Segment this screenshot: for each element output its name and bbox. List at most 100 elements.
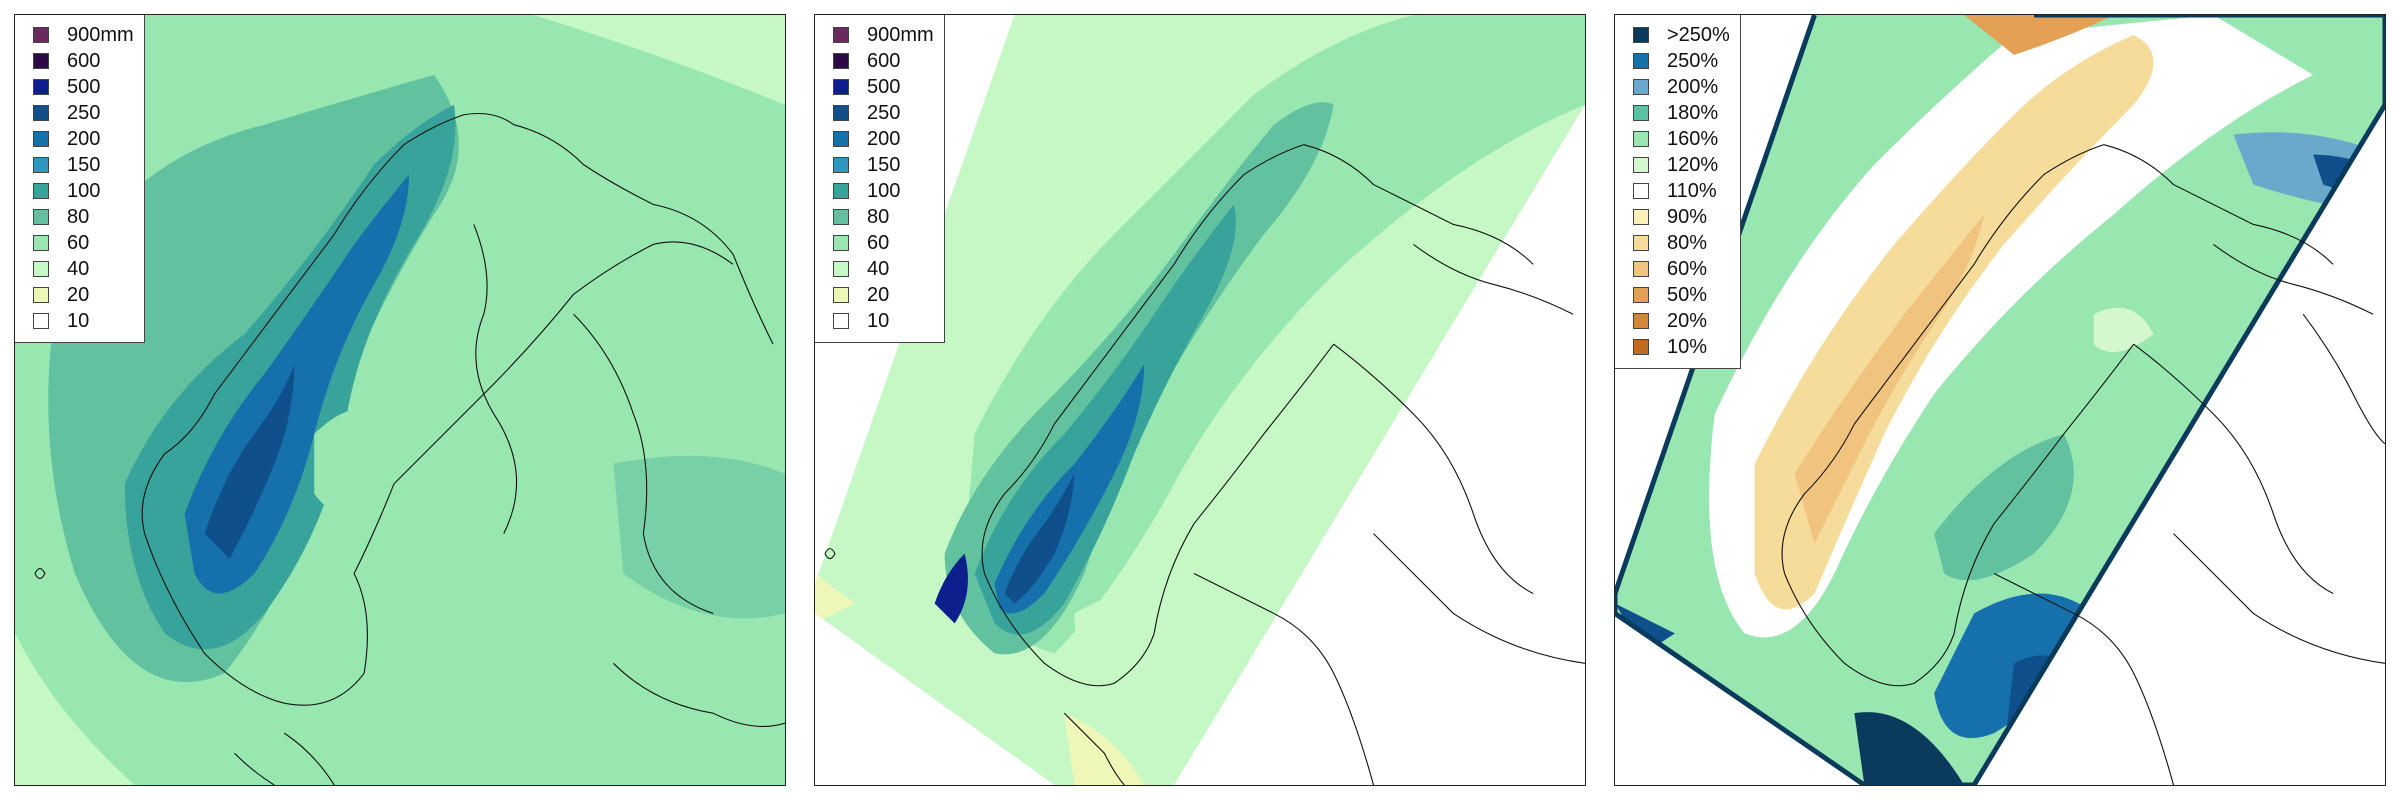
legend-swatch (33, 313, 49, 329)
legend-swatch (1633, 235, 1649, 251)
legend-label: 200 (867, 128, 901, 150)
legend-label: 180% (1667, 102, 1719, 124)
legend-item: 80% (1633, 230, 1730, 256)
legend-label: 20% (1667, 310, 1708, 332)
legend-swatch (1633, 53, 1649, 69)
legend-item: 40 (33, 256, 134, 282)
legend-swatch (33, 79, 49, 95)
legend-label: 10 (867, 310, 890, 332)
legend-label: 150 (867, 154, 901, 176)
legend-item: 900mm (833, 22, 934, 48)
legend-item: 250% (1633, 48, 1730, 74)
legend-swatch (33, 261, 49, 277)
legend-item: >250% (1633, 22, 1730, 48)
legend-swatch (1633, 183, 1649, 199)
legend-swatch (1633, 287, 1649, 303)
legend-item: 600 (33, 48, 134, 74)
legend-swatch (1633, 27, 1649, 43)
legend-label: 60% (1667, 258, 1708, 280)
legend-label: 500 (867, 76, 901, 98)
legend-swatch (1633, 313, 1649, 329)
legend-swatch (1633, 339, 1649, 355)
legend-swatch (33, 157, 49, 173)
legend-swatch (833, 53, 849, 69)
legend: 900mm 600 500 250 200 150 100 80 60 40 20 10 (815, 15, 945, 343)
legend-label: 200 (67, 128, 101, 150)
legend-swatch (1633, 157, 1649, 173)
legend-label: 200% (1667, 76, 1719, 98)
legend-swatch (1633, 209, 1649, 225)
legend-swatch (833, 261, 849, 277)
legend-label: 80 (867, 206, 890, 228)
precipitation-ratio-map (1615, 15, 2385, 785)
legend-item: 150 (833, 152, 934, 178)
legend-swatch (833, 287, 849, 303)
legend-item: 80 (833, 204, 934, 230)
legend-label: 250 (867, 102, 901, 124)
legend-item: 100 (33, 178, 134, 204)
legend-label: 20 (867, 284, 890, 306)
legend-item: 80 (33, 204, 134, 230)
legend-swatch (33, 131, 49, 147)
map-panel-precipitation-rotated: 900mm 600 500 250 200 150 100 80 60 40 20 10 (814, 14, 1586, 786)
legend-label: 40 (67, 258, 90, 280)
legend-swatch (33, 183, 49, 199)
legend-swatch (833, 131, 849, 147)
legend-label: 20 (67, 284, 90, 306)
legend-label: 90% (1667, 206, 1708, 228)
legend-label: 250% (1667, 50, 1719, 72)
legend-swatch (833, 79, 849, 95)
legend-swatch (833, 235, 849, 251)
legend-item: 500 (833, 74, 934, 100)
legend-label: 50% (1667, 284, 1708, 306)
legend-label: 900mm (67, 24, 134, 46)
legend-label: 900mm (867, 24, 934, 46)
legend-item: 110% (1633, 178, 1730, 204)
legend-item: 200% (1633, 74, 1730, 100)
legend-item: 20% (1633, 308, 1730, 334)
legend-item: 160% (1633, 126, 1730, 152)
map-panel-precipitation-ratio: >250% 250% 200% 180% 160% 120% 110% 90% 80% 60% 50… (1614, 14, 2386, 786)
legend-item: 600 (833, 48, 934, 74)
legend-swatch (1633, 261, 1649, 277)
legend-label: 60 (867, 232, 890, 254)
legend-label: 80% (1667, 232, 1708, 254)
legend-swatch (33, 287, 49, 303)
legend-swatch (833, 209, 849, 225)
legend-swatch (33, 105, 49, 121)
legend-item: 900mm (33, 22, 134, 48)
legend-item: 120% (1633, 152, 1730, 178)
legend-item: 90% (1633, 204, 1730, 230)
legend-item: 50% (1633, 282, 1730, 308)
legend-item: 200 (833, 126, 934, 152)
legend: 900mm 600 500 250 200 150 100 80 60 40 20 10 (15, 15, 145, 343)
legend-item: 10 (33, 308, 134, 334)
legend-label: 600 (67, 50, 101, 72)
legend-item: 10 (833, 308, 934, 334)
legend-swatch (833, 313, 849, 329)
legend-item: 60 (833, 230, 934, 256)
legend-label: 600 (867, 50, 901, 72)
legend-label: 500 (67, 76, 101, 98)
legend-label: 60 (67, 232, 90, 254)
legend-label: 10 (67, 310, 90, 332)
legend-swatch (33, 235, 49, 251)
legend-label: 80 (67, 206, 90, 228)
legend-label: 160% (1667, 128, 1719, 150)
legend: >250% 250% 200% 180% 160% 120% 110% 90% 80% 60% 50… (1615, 15, 1741, 369)
legend-label: 110% (1667, 180, 1717, 202)
legend-swatch (1633, 79, 1649, 95)
legend-swatch (33, 53, 49, 69)
legend-swatch (833, 27, 849, 43)
map-panel-precipitation-full: 900mm 600 500 250 200 150 100 80 60 40 20 10 (14, 14, 786, 786)
legend-item: 100 (833, 178, 934, 204)
legend-swatch (33, 27, 49, 43)
legend-item: 20 (33, 282, 134, 308)
legend-swatch (1633, 105, 1649, 121)
legend-label: 150 (67, 154, 101, 176)
legend-swatch (33, 209, 49, 225)
legend-label: 250 (67, 102, 101, 124)
legend-item: 20 (833, 282, 934, 308)
legend-label: >250% (1667, 24, 1730, 46)
legend-item: 250 (833, 100, 934, 126)
